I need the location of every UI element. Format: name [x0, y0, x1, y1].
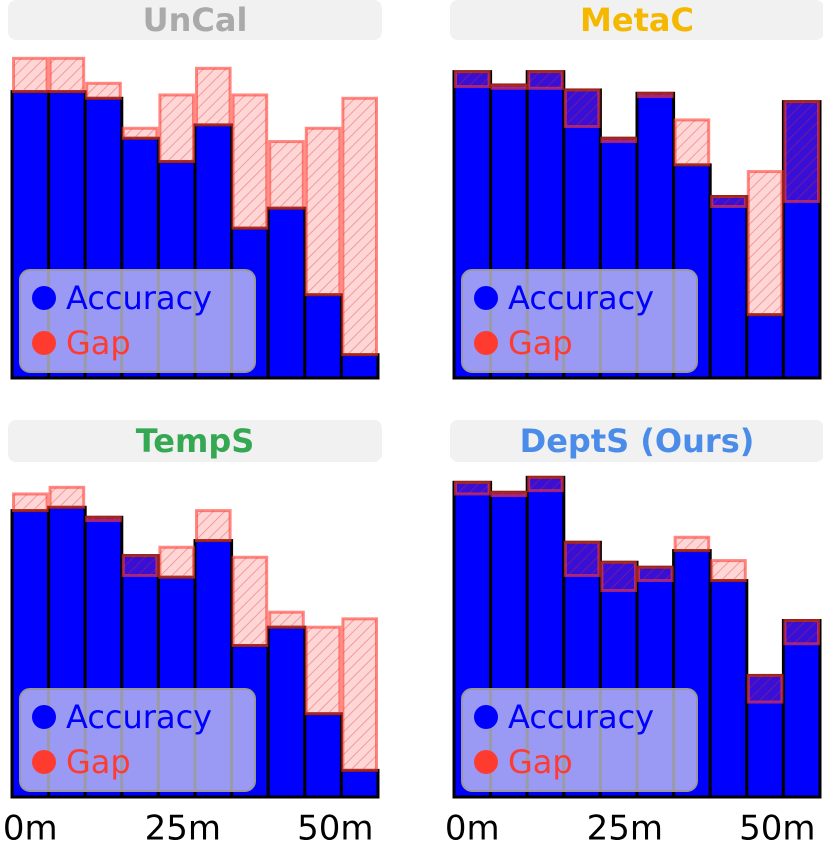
accuracy-bar	[708, 195, 749, 380]
accuracy-bar	[266, 206, 307, 380]
legend-label: Accuracy	[66, 279, 212, 317]
gap-bar	[673, 118, 711, 167]
gap-bar	[600, 560, 638, 593]
legend-label: Accuracy	[508, 698, 654, 736]
accuracy-bar	[339, 353, 380, 380]
gap-bar	[268, 140, 305, 210]
gap-bar	[746, 673, 784, 704]
gap-bar	[527, 70, 564, 90]
gap-bar	[527, 475, 564, 493]
x-tick-label: 25m	[587, 809, 663, 846]
legend-label: Gap	[66, 324, 131, 362]
x-tick-label: 50m	[739, 809, 815, 846]
legend-label: Gap	[508, 324, 573, 362]
legend-label: Accuracy	[66, 698, 212, 736]
gap-bar	[121, 126, 159, 140]
gap-bar	[48, 485, 86, 509]
gap-bar	[637, 91, 674, 99]
accuracy-bar	[266, 625, 307, 799]
gap-bar	[304, 625, 342, 716]
gap-bar	[231, 555, 269, 647]
gap-bar	[490, 490, 528, 498]
x-tick-label: 50m	[297, 809, 373, 846]
gap-bar	[85, 81, 122, 100]
gap-bar	[158, 545, 195, 579]
legend-marker	[32, 750, 56, 774]
chart-title: UnCal	[143, 1, 248, 39]
accuracy-bar	[303, 293, 343, 380]
chart-title: MetaC	[580, 1, 694, 39]
legend-label: Gap	[508, 743, 573, 781]
gap-bar	[121, 554, 159, 578]
title-bar	[8, 420, 382, 462]
gap-bar	[563, 88, 601, 129]
gap-bar	[710, 559, 747, 583]
accuracy-bar	[339, 768, 380, 799]
title-bar	[450, 0, 823, 40]
legend-marker	[32, 705, 56, 729]
chart-title: DeptS (Ours)	[520, 422, 755, 460]
gap-bar	[783, 619, 821, 646]
gap-bar	[673, 535, 711, 553]
gap-bar	[746, 170, 784, 317]
x-tick-label: 25m	[145, 809, 221, 846]
panel: MetaC Accuracy Gap	[450, 0, 823, 380]
title-bar	[8, 0, 382, 40]
legend-marker	[474, 331, 498, 355]
gap-bar	[195, 66, 232, 127]
accuracy-bar	[781, 619, 822, 799]
legend-box	[19, 269, 256, 373]
gap-bar	[195, 509, 232, 543]
gap-bar	[85, 515, 122, 523]
title-bar	[450, 420, 823, 462]
gap-bar	[341, 96, 378, 357]
gap-bar	[158, 93, 195, 164]
legend-marker	[474, 750, 498, 774]
gap-bar	[12, 492, 49, 513]
legend-marker	[32, 286, 56, 310]
legend-marker	[474, 286, 498, 310]
gap-bar	[490, 83, 528, 90]
legend-marker	[32, 331, 56, 355]
gap-bar	[563, 540, 601, 578]
legend-label: Gap	[66, 743, 131, 781]
gap-bar	[454, 70, 491, 89]
legend-box	[461, 269, 698, 373]
gap-bar	[454, 480, 491, 496]
gap-bar	[268, 610, 305, 629]
gap-bar	[48, 56, 86, 94]
gap-bar	[341, 617, 378, 772]
chart-title: TempS	[136, 422, 255, 460]
gap-bar	[12, 56, 49, 94]
gap-bar	[710, 195, 747, 209]
legend-box	[461, 688, 698, 792]
accuracy-bar	[745, 313, 785, 380]
legend-marker	[474, 705, 498, 729]
gap-bar	[231, 93, 269, 230]
legend-label: Accuracy	[508, 279, 654, 317]
gap-bar	[304, 126, 342, 297]
x-tick-label: 0m	[445, 809, 500, 846]
gap-bar	[783, 100, 821, 204]
accuracy-bar	[708, 579, 749, 799]
legend-box	[19, 688, 256, 792]
gap-bar	[600, 136, 638, 144]
accuracy-bar	[303, 712, 343, 799]
panel: UnCal Accuracy Gap	[8, 0, 382, 380]
gap-bar	[637, 565, 674, 583]
x-tick-label: 0m	[3, 809, 58, 846]
